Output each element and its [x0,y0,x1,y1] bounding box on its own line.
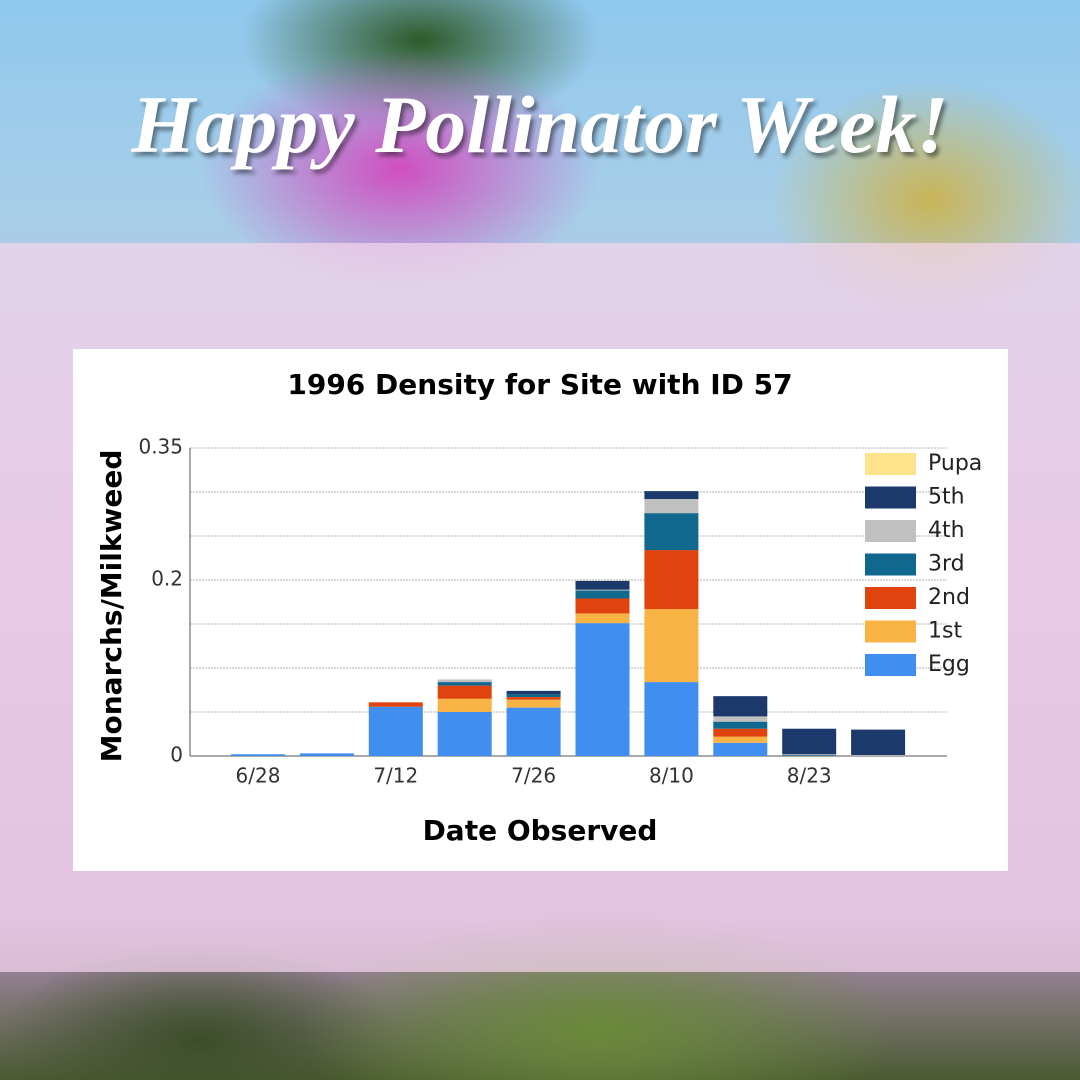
bar-segment [506,707,561,756]
x-axis-label: Date Observed [423,814,658,847]
bar-segment [299,753,354,756]
x-tick-label: 7/12 [373,764,418,788]
bar-segment [506,699,561,708]
bar-segment [644,499,699,514]
bar-segment [713,736,768,743]
y-tick-label: 0 [170,743,183,767]
legend-label: Pupa [928,451,982,476]
bar-segment [506,690,561,695]
bar-segment [575,580,630,590]
bar-segment [713,716,768,722]
bar-segment [437,698,492,712]
legend-label: 5th [928,485,965,510]
bar-segment [644,491,699,500]
bar-segment [575,590,630,599]
bar-segment [644,550,699,610]
bar-segment [575,623,630,756]
legend-label: 3rd [928,552,965,577]
bar-segment [782,755,837,756]
x-tick-label: 8/23 [787,764,832,788]
bar-segment [851,755,906,756]
bar-segment [713,696,768,717]
legend-label: 2nd [928,585,970,610]
chart-title: 1996 Density for Site with ID 57 [287,368,792,401]
y-tick-label: 0.35 [138,435,183,459]
bar-segment [437,712,492,756]
legend-swatch [865,453,916,475]
bar-segment [506,697,561,700]
bar-segment [506,694,561,698]
bar-segment [575,598,630,614]
bar-segment [437,685,492,699]
bar-segment [644,609,699,683]
bar-segment [644,682,699,756]
bar-segment [782,754,837,756]
legend-label: Egg [928,652,970,677]
bar-segment [782,728,837,755]
x-tick-label: 8/10 [649,764,694,788]
x-tick-label: 6/28 [236,764,281,788]
bar-segment [368,702,423,707]
y-axis-label: Monarchs/Milkweed [95,450,128,763]
legend-swatch [865,654,916,676]
bar-segment [368,706,423,756]
legend-label: 4th [928,518,965,543]
legend-swatch [865,486,916,509]
bar-segment [437,682,492,686]
chart-card [73,349,1008,871]
bar-segment [231,754,285,756]
y-tick-label: 0.2 [151,567,183,591]
legend-label: 1st [928,619,962,644]
bar-segment [575,613,630,624]
legend-swatch [865,520,916,542]
legend-swatch [865,587,916,609]
headline: Happy Pollinator Week! [131,79,949,170]
x-tick-label: 7/26 [511,764,556,788]
bar-segment [644,513,699,551]
bar-segment [713,742,768,756]
bar-segment [713,728,768,737]
bar-segment [713,721,768,729]
bar-segment [437,679,492,683]
bar-segment [851,729,906,756]
legend-swatch [865,620,916,643]
legend-swatch [865,553,916,576]
bar-segment [575,589,630,591]
